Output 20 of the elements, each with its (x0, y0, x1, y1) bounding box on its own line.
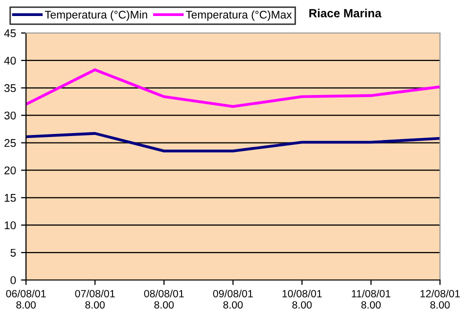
x-tick-label: 06/08/01 8.00 (6, 290, 46, 309)
x-tick-label: 12/08/01 8.00 (420, 290, 460, 309)
y-tick-label: 45 (4, 29, 16, 38)
x-tick-label: 11/08/01 8.00 (352, 290, 390, 309)
y-tick-label: 5 (10, 248, 16, 257)
legend-label: Temperatura (°C)Min (44, 10, 148, 21)
legend-label: Temperatura (°C)Max (186, 10, 292, 21)
y-tick-label: 15 (4, 194, 16, 202)
y-tick-label: 10 (4, 221, 16, 230)
y-tick-label: 0 (10, 276, 16, 284)
chart-title: Riace Marina (309, 8, 382, 18)
y-tick-label: 20 (4, 166, 16, 174)
x-tick-label: 10/08/01 8.00 (282, 290, 322, 309)
y-tick-label: 25 (4, 139, 16, 147)
x-tick-label: 07/08/01 8.00 (75, 290, 115, 309)
y-tick-label: 30 (4, 112, 16, 120)
y-tick-label: 40 (4, 56, 16, 65)
x-tick-label: 08/08/01 8.00 (144, 290, 184, 309)
x-tick-label: 09/08/01 8.00 (213, 290, 253, 309)
y-tick-label: 35 (4, 84, 16, 92)
